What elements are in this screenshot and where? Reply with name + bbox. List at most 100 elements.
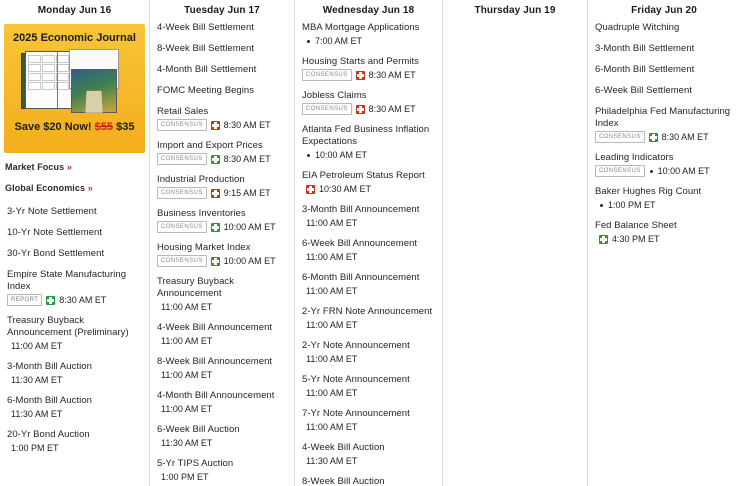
calendar-event[interactable]: 6-Month Bill Auction 11:30 AM ET — [7, 395, 143, 420]
consensus-badge[interactable]: CONSENSUS — [157, 187, 207, 199]
calendar-event[interactable]: EIA Petroleum Status Report 10:30 AM ET — [302, 170, 436, 195]
event-time: 11:00 AM ET — [306, 286, 358, 296]
calendar-event[interactable]: 2-Yr FRN Note Announcement 11:00 AM ET — [302, 306, 436, 331]
event-time: 11:00 AM ET — [306, 218, 358, 228]
calendar-event[interactable]: Fed Balance Sheet 4:30 PM ET — [595, 220, 734, 245]
event-title: Retail Sales — [157, 106, 209, 117]
event-meta: 11:00 AM ET — [157, 335, 288, 347]
event-meta: 11:00 AM ET — [7, 340, 143, 352]
event-title: MBA Mortgage Applications — [302, 22, 420, 33]
event-meta: 1:00 PM ET — [7, 442, 143, 454]
calendar-event[interactable]: Philadelphia Fed Manufacturing Index CONS… — [595, 106, 734, 143]
consensus-badge[interactable]: CONSENSUS — [595, 131, 645, 143]
calendar-event[interactable]: 8-Week Bill Announcement 11:00 AM ET — [157, 356, 288, 381]
event-meta: 11:00 AM ET — [302, 353, 436, 365]
calendar-event[interactable]: 20-Yr Bond Auction 1:00 PM ET — [7, 429, 143, 454]
calendar-event[interactable]: 4-Week Bill Announcement 11:00 AM ET — [157, 322, 288, 347]
calendar-event[interactable]: Quadruple Witching — [595, 22, 734, 34]
sidebar-links: Market Focus » Global Economics » — [0, 153, 149, 193]
calendar-event[interactable]: 5-Yr Note Announcement 11:00 AM ET — [302, 374, 436, 399]
consensus-badge[interactable]: CONSENSUS — [302, 103, 352, 115]
calendar-event[interactable]: FOMC Meeting Begins — [157, 85, 288, 97]
event-title: 8-Week Bill Announcement — [157, 356, 273, 367]
consensus-badge[interactable]: CONSENSUS — [157, 119, 207, 131]
event-meta: CONSENSUS 10:00 AM ET — [157, 221, 288, 233]
link-market-focus[interactable]: Market Focus » — [5, 162, 143, 172]
calendar-event[interactable]: 6-Week Bill Announcement 11:00 AM ET — [302, 238, 436, 263]
calendar-event[interactable]: 4-Week Bill Settlement — [157, 22, 288, 34]
event-time: 1:00 PM ET — [11, 443, 59, 453]
promo-ad-banner[interactable]: 2025 Economic Journal Save $20 Now! $55 … — [4, 24, 145, 153]
report-badge[interactable]: REPORT — [7, 294, 43, 306]
consensus-badge[interactable]: CONSENSUS — [595, 165, 645, 177]
calendar-event[interactable]: 8-Week Bill Settlement — [157, 43, 288, 55]
event-time: 9:15 AM ET — [223, 188, 271, 198]
event-time: 10:00 AM ET — [223, 256, 276, 266]
calendar-event[interactable]: 4-Week Bill Auction 11:30 AM ET — [302, 442, 436, 467]
event-time: 11:00 AM ET — [161, 370, 213, 380]
event-time: 11:00 AM ET — [161, 404, 213, 414]
calendar-event[interactable]: Business Inventories CONSENSUS 10:00 AM ET — [157, 208, 288, 233]
bullet-dot-icon — [600, 203, 603, 207]
calendar-event[interactable]: 6-Week Bill Settlement — [595, 85, 734, 97]
calendar-column-monday: Monday Jun 16 2025 Economic Journal Save… — [0, 0, 149, 486]
event-title: EIA Petroleum Status Report — [302, 170, 425, 181]
calendar-column-wednesday: Wednesday Jun 18 MBA Mortgage Applicatio… — [294, 0, 442, 486]
event-meta: CONSENSUS 10:00 AM ET — [157, 255, 288, 267]
star-red-icon — [210, 188, 220, 198]
consensus-badge[interactable]: CONSENSUS — [157, 153, 207, 165]
consensus-badge[interactable]: CONSENSUS — [157, 221, 207, 233]
calendar-event[interactable]: 10-Yr Note Settlement — [7, 227, 143, 239]
calendar-event[interactable]: Housing Market Index CONSENSUS 10:00 AM ET — [157, 242, 288, 267]
event-time: 11:00 AM ET — [161, 302, 213, 312]
calendar-event[interactable]: Housing Starts and Permits CONSENSUS 8:30 … — [302, 56, 436, 81]
event-title: 4-Month Bill Settlement — [157, 64, 257, 75]
event-meta: CONSENSUS 8:30 AM ET — [302, 103, 436, 115]
event-title: Philadelphia Fed Manufacturing Index — [595, 106, 731, 129]
calendar-event[interactable]: Jobless Claims CONSENSUS 8:30 AM ET — [302, 90, 436, 115]
event-meta: 11:00 AM ET — [302, 251, 436, 263]
calendar-event[interactable]: Leading Indicators CONSENSUS 10:00 AM ET — [595, 152, 734, 177]
calendar-event[interactable]: Treasury Buyback Announcement 11:00 AM ET — [157, 276, 288, 313]
calendar-event[interactable]: 3-Month Bill Auction 11:30 AM ET — [7, 361, 143, 386]
calendar-event[interactable]: 6-Week Bill Auction 11:30 AM ET — [157, 424, 288, 449]
calendar-event[interactable]: 6-Month Bill Settlement — [595, 64, 734, 76]
star-red-icon — [355, 104, 365, 114]
calendar-event[interactable]: 5-Yr TIPS Auction 1:00 PM ET — [157, 458, 288, 483]
calendar-event[interactable]: 3-Month Bill Announcement 11:00 AM ET — [302, 204, 436, 229]
calendar-event[interactable]: Treasury Buyback Announcement (Prelimina… — [7, 315, 143, 352]
calendar-event[interactable]: Empire State Manufacturing Index REPORT 8:… — [7, 269, 143, 306]
calendar-event[interactable]: 2-Yr Note Announcement 11:00 AM ET — [302, 340, 436, 365]
event-time: 8:30 AM ET — [661, 132, 709, 142]
calendar-event[interactable]: 6-Month Bill Announcement 11:00 AM ET — [302, 272, 436, 297]
day-header-thursday: Thursday Jun 19 — [474, 5, 556, 16]
calendar-event[interactable]: 3-Yr Note Settlement — [7, 206, 143, 218]
event-title: Baker Hughes Rig Count — [595, 186, 702, 197]
event-time: 11:30 AM ET — [11, 375, 63, 385]
calendar-event[interactable]: 4-Month Bill Settlement — [157, 64, 288, 76]
event-title: Housing Market Index — [157, 242, 251, 253]
calendar-event[interactable]: 30-Yr Bond Settlement — [7, 248, 143, 260]
calendar-event[interactable]: 4-Month Bill Announcement 11:00 AM ET — [157, 390, 288, 415]
calendar-event[interactable]: Retail Sales CONSENSUS 8:30 AM ET — [157, 106, 288, 131]
event-title: Atlanta Fed Business Inflation Expectati… — [302, 124, 430, 147]
event-time: 8:30 AM ET — [368, 104, 416, 114]
calendar-event[interactable]: 7-Yr Note Announcement 11:00 AM ET — [302, 408, 436, 433]
event-time: 8:30 AM ET — [368, 70, 416, 80]
consensus-badge[interactable]: CONSENSUS — [302, 69, 352, 81]
link-global-economics[interactable]: Global Economics » — [5, 183, 143, 193]
event-meta: 11:00 AM ET — [302, 421, 436, 433]
calendar-event[interactable]: MBA Mortgage Applications 7:00 AM ET — [302, 22, 436, 47]
consensus-badge[interactable]: CONSENSUS — [157, 255, 207, 267]
calendar-event[interactable]: Baker Hughes Rig Count 1:00 PM ET — [595, 186, 734, 211]
calendar-event[interactable]: Import and Export Prices CONSENSUS 8:30 AM… — [157, 140, 288, 165]
day-header-wednesday: Wednesday Jun 18 — [322, 5, 415, 16]
event-meta: 10:00 AM ET — [302, 149, 436, 161]
ad-artwork — [13, 49, 137, 117]
event-title: 2-Yr Note Announcement — [302, 340, 410, 351]
calendar-event[interactable]: 3-Month Bill Settlement — [595, 43, 734, 55]
calendar-event[interactable]: Atlanta Fed Business Inflation Expectati… — [302, 124, 436, 161]
calendar-event[interactable]: Industrial Production CONSENSUS 9:15 AM ET — [157, 174, 288, 199]
